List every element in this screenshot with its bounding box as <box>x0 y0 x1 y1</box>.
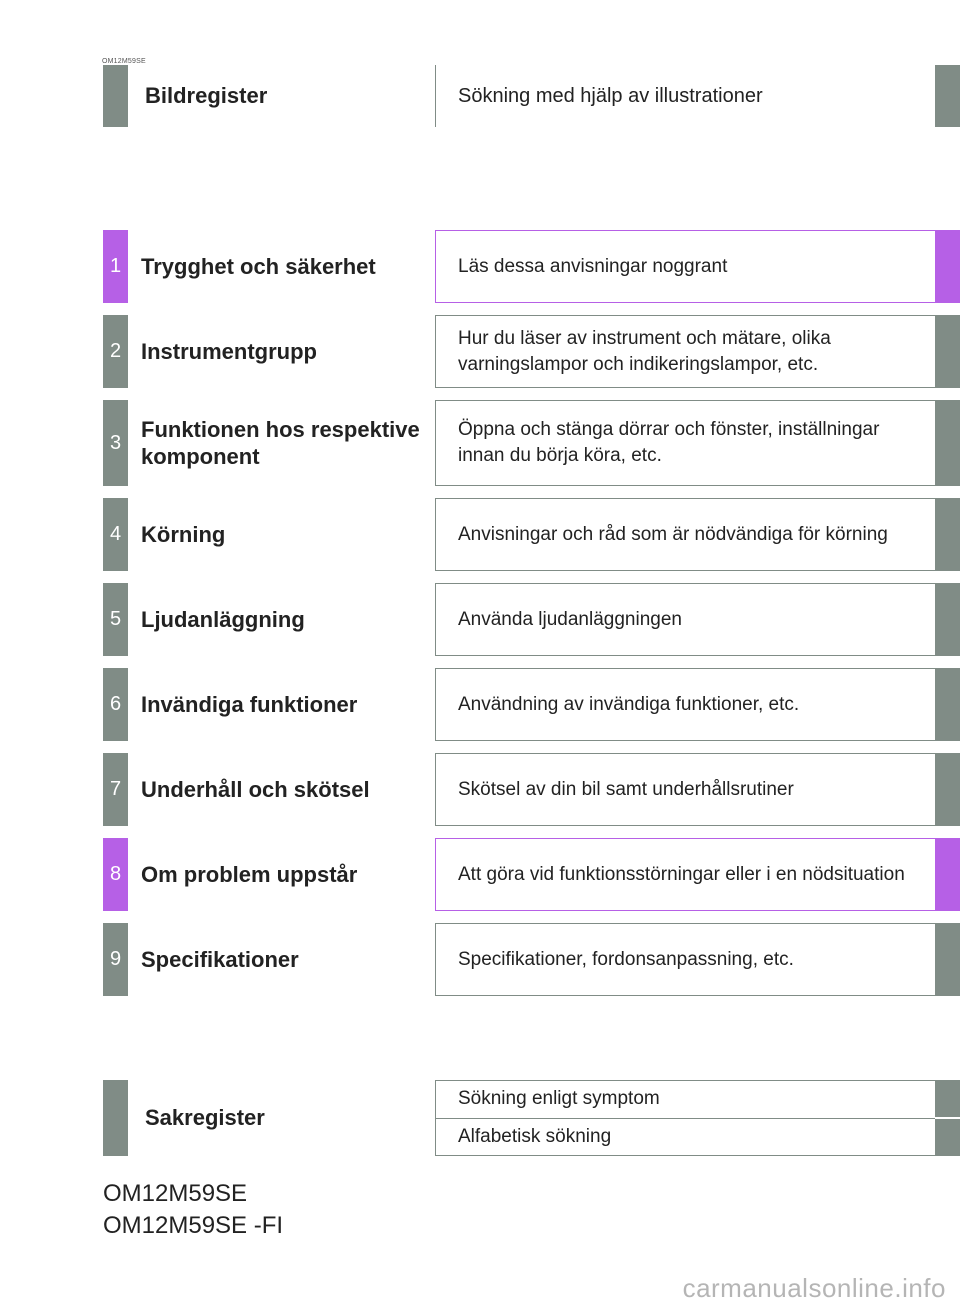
toc-row-4: 4KörningAnvisningar och råd som är nödvä… <box>103 498 960 571</box>
sakregister-block: Sakregister Sökning enligt symptom Alfab… <box>103 1080 960 1156</box>
toc-description-8: Att göra vid funktionsstörningar eller i… <box>435 838 935 911</box>
toc-description-1: Läs dessa anvisningar noggrant <box>435 230 935 303</box>
sakregister-title: Sakregister <box>145 1080 265 1156</box>
header-left-tab <box>103 65 128 127</box>
toc-description-6: Användning av invändiga funktioner, etc. <box>435 668 935 741</box>
toc-list: 1Trygghet och säkerhetLäs dessa anvisnin… <box>103 230 960 1008</box>
toc-row-1: 1Trygghet och säkerhetLäs dessa anvisnin… <box>103 230 960 303</box>
bottom-codes: OM12M59SE OM12M59SE -FI <box>103 1178 283 1243</box>
sakregister-left-tab <box>103 1080 128 1156</box>
toc-row-7: 7Underhåll och skötselSkötsel av din bil… <box>103 753 960 826</box>
header-row: Bildregister Sökning med hjälp av illust… <box>103 65 960 127</box>
toc-number-tab-2: 2 <box>103 315 128 388</box>
toc-row-9: 9SpecifikationerSpecifikationer, fordons… <box>103 923 960 996</box>
toc-description-7: Skötsel av din bil samt underhållsrutine… <box>435 753 935 826</box>
toc-number-tab-6: 6 <box>103 668 128 741</box>
toc-right-tab-7 <box>935 753 960 826</box>
sakregister-right-tabs <box>935 1080 960 1156</box>
header-right-tab <box>935 65 960 127</box>
toc-number-tab-9: 9 <box>103 923 128 996</box>
toc-title-7: Underhåll och skötsel <box>141 753 421 826</box>
toc-description-5: Använda ljudanläggningen <box>435 583 935 656</box>
sakregister-right-tab-0 <box>935 1080 960 1117</box>
toc-number-tab-1: 1 <box>103 230 128 303</box>
toc-title-1: Trygghet och säkerhet <box>141 230 421 303</box>
toc-right-tab-5 <box>935 583 960 656</box>
toc-right-tab-4 <box>935 498 960 571</box>
toc-description-3: Öppna och stänga dörrar och fönster, ins… <box>435 400 935 486</box>
header-title: Bildregister <box>145 65 267 127</box>
toc-title-6: Invändiga funktioner <box>141 668 421 741</box>
watermark: carmanualsonline.info <box>683 1273 946 1304</box>
toc-row-6: 6Invändiga funktionerAnvändning av invän… <box>103 668 960 741</box>
toc-number-tab-3: 3 <box>103 400 128 486</box>
header-description: Sökning med hjälp av illustrationer <box>458 65 763 127</box>
toc-number-tab-4: 4 <box>103 498 128 571</box>
toc-title-8: Om problem uppstår <box>141 838 421 911</box>
toc-right-tab-1 <box>935 230 960 303</box>
toc-number-tab-5: 5 <box>103 583 128 656</box>
toc-row-8: 8Om problem uppstårAtt göra vid funktion… <box>103 838 960 911</box>
toc-row-2: 2InstrumentgruppHur du läser av instrume… <box>103 315 960 388</box>
toc-row-3: 3Funktionen hos respektive komponentÖppn… <box>103 400 960 486</box>
toc-description-4: Anvisningar och råd som är nödvändiga fö… <box>435 498 935 571</box>
bottom-code-0: OM12M59SE <box>103 1178 283 1210</box>
toc-right-tab-3 <box>935 400 960 486</box>
toc-number-tab-7: 7 <box>103 753 128 826</box>
sakregister-right-tab-1 <box>935 1119 960 1156</box>
bottom-code-1: OM12M59SE -FI <box>103 1210 283 1242</box>
toc-right-tab-2 <box>935 315 960 388</box>
sakregister-desc-column: Sökning enligt symptom Alfabetisk söknin… <box>435 1080 935 1156</box>
toc-right-tab-8 <box>935 838 960 911</box>
toc-title-2: Instrumentgrupp <box>141 315 421 388</box>
toc-row-5: 5LjudanläggningAnvända ljudanläggningen <box>103 583 960 656</box>
toc-title-9: Specifikationer <box>141 923 421 996</box>
toc-right-tab-6 <box>935 668 960 741</box>
toc-title-5: Ljudanläggning <box>141 583 421 656</box>
doc-id-tiny: OM12M59SE <box>102 58 146 65</box>
sakregister-row-1: Alfabetisk sökning <box>435 1118 935 1157</box>
toc-number-tab-8: 8 <box>103 838 128 911</box>
toc-right-tab-9 <box>935 923 960 996</box>
toc-description-2: Hur du läser av instrument och mätare, o… <box>435 315 935 388</box>
toc-title-4: Körning <box>141 498 421 571</box>
toc-title-3: Funktionen hos respektive komponent <box>141 400 421 486</box>
sakregister-row-0: Sökning enligt symptom <box>435 1080 935 1118</box>
header-divider <box>435 65 436 127</box>
page: OM12M59SE Bildregister Sökning med hjälp… <box>0 0 960 1310</box>
toc-description-9: Specifikationer, fordonsanpassning, etc. <box>435 923 935 996</box>
